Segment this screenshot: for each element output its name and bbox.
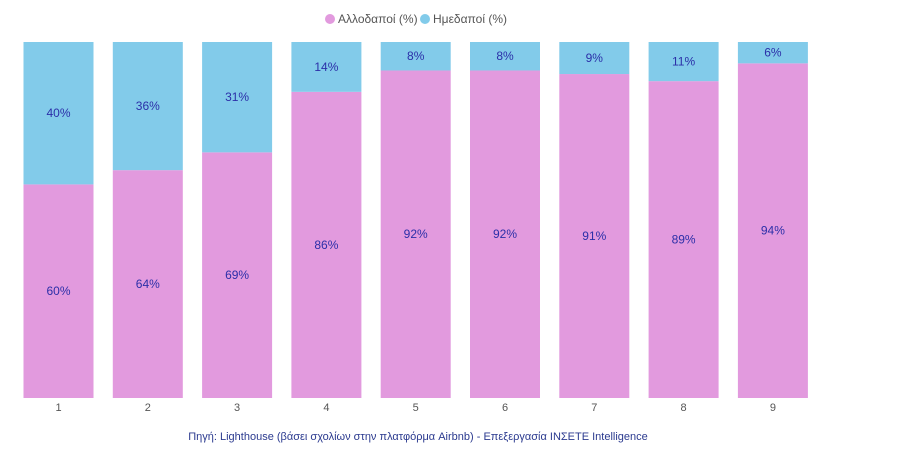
data-label-foreign-9: 94% (761, 224, 785, 238)
data-label-foreign-2: 64% (136, 277, 160, 291)
bar-domestic-8[interactable] (648, 42, 719, 82)
x-tick-label-7: 7 (591, 402, 597, 414)
x-tick-label-3: 3 (234, 402, 240, 414)
bar-domestic-1[interactable] (23, 42, 94, 185)
data-label-domestic-5: 8% (407, 49, 425, 63)
bar-domestic-4[interactable] (291, 42, 362, 92)
bar-domestic-3[interactable] (202, 42, 273, 153)
legend-marker-2 (420, 14, 430, 24)
x-tick-label-4: 4 (323, 402, 329, 414)
data-label-domestic-4: 14% (314, 60, 338, 74)
data-label-foreign-3: 69% (225, 268, 249, 282)
data-label-domestic-6: 8% (496, 49, 514, 63)
legend-label-1[interactable]: Αλλοδαποί (%) (338, 12, 418, 26)
legend-label-2[interactable]: Ημεδαποί (%) (433, 12, 507, 26)
data-label-foreign-1: 60% (46, 284, 70, 298)
data-label-foreign-7: 91% (582, 229, 606, 243)
bar-foreign-9[interactable] (737, 63, 808, 399)
bar-foreign-1[interactable] (23, 184, 94, 398)
bar-foreign-2[interactable] (112, 170, 183, 398)
bar-domestic-7[interactable] (559, 42, 630, 75)
data-label-domestic-3: 31% (225, 90, 249, 104)
chart-legend: Αλλοδαποί (%) Ημεδαποί (%) (325, 12, 507, 26)
bar-foreign-8[interactable] (648, 81, 719, 398)
bar-domestic-2[interactable] (112, 42, 183, 171)
data-label-foreign-5: 92% (404, 227, 428, 241)
data-label-foreign-6: 92% (493, 227, 517, 241)
bar-foreign-5[interactable] (380, 70, 451, 398)
bar-foreign-6[interactable] (470, 70, 540, 398)
x-axis-ticks: 1 2 3 4 5 6 7 8 9 (55, 402, 776, 414)
bar-domestic-5[interactable] (380, 42, 451, 71)
data-label-domestic-8: 11% (672, 55, 695, 69)
bar-domestic-6[interactable] (470, 42, 540, 71)
data-label-domestic-2: 36% (136, 99, 160, 113)
bar-foreign-3[interactable] (202, 152, 273, 398)
stacked-bar-chart: Αλλοδαποί (%) Ημεδαποί (%) 60%40%64%36%69… (23, 12, 808, 414)
x-tick-label-8: 8 (681, 402, 687, 414)
legend-marker-1 (325, 14, 335, 24)
x-tick-label-1: 1 (55, 402, 61, 414)
data-label-domestic-1: 40% (46, 106, 70, 120)
x-tick-label-9: 9 (770, 402, 776, 414)
x-tick-label-2: 2 (145, 402, 151, 414)
data-label-foreign-8: 89% (672, 233, 696, 247)
x-tick-label-6: 6 (502, 402, 508, 414)
bar-domestic-9[interactable] (737, 42, 808, 64)
x-tick-label-5: 5 (413, 402, 419, 414)
bar-foreign-4[interactable] (291, 91, 362, 398)
source-note: Πηγή: Lighthouse (βάσει σχολίων στην πλα… (188, 431, 648, 443)
chart-bars: 60% 40% 64% 36% 69% 31% 86% 14% 92% 8% 92% 8% 91% 9% 8… (23, 42, 808, 399)
data-label-foreign-4: 86% (314, 238, 338, 252)
bar-foreign-7[interactable] (559, 74, 630, 398)
data-label-domestic-9: 6% (764, 46, 782, 60)
data-label-domestic-7: 9% (586, 51, 604, 65)
